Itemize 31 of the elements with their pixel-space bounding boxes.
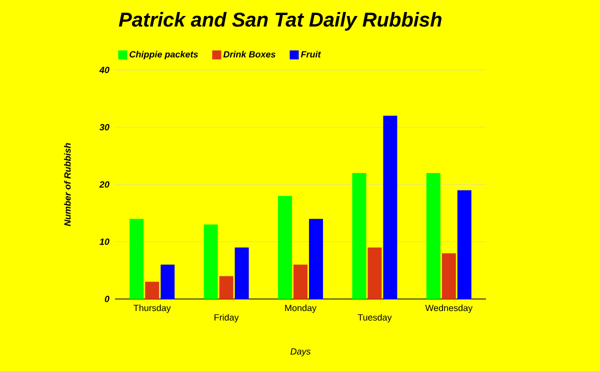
y-tick-label: 10 — [100, 238, 110, 245]
bar — [309, 218, 323, 299]
legend-label: Chippie packets — [130, 50, 198, 60]
legend-label: Fruit — [300, 50, 322, 58]
x-tick-label: Friday — [214, 314, 239, 322]
bar — [426, 173, 440, 299]
x-tick-label: Thursday — [134, 304, 171, 313]
y-tick-label: 30 — [100, 124, 110, 130]
bar — [145, 282, 160, 299]
legend-label: Drink Boxes — [223, 50, 276, 58]
bar — [234, 247, 249, 299]
bar — [204, 224, 218, 299]
x-tick-label: Tuesday — [358, 314, 392, 322]
chart-title: Patrick and San Tat Daily Rubbish — [118, 12, 442, 31]
bar — [219, 276, 234, 299]
bar — [457, 190, 472, 299]
y-axis-title: Number of Rubbish — [64, 143, 71, 226]
y-tick-label: 0 — [104, 296, 110, 302]
y-tick-label: 20 — [99, 181, 110, 188]
bar — [368, 247, 382, 299]
x-axis-title: Days — [290, 348, 311, 356]
bar — [383, 116, 398, 299]
bar — [294, 264, 308, 299]
bar — [160, 264, 175, 299]
x-tick-label: Wednesday — [425, 304, 473, 313]
bar — [130, 218, 144, 299]
x-tick-label: Monday — [285, 304, 316, 313]
y-tick-label: 40 — [99, 66, 110, 74]
bar — [442, 253, 456, 299]
bar — [278, 196, 292, 299]
bar — [352, 173, 366, 299]
